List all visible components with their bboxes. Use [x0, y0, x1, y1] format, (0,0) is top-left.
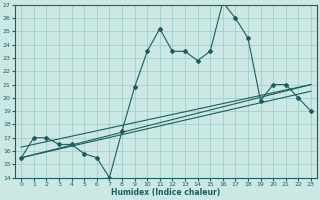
X-axis label: Humidex (Indice chaleur): Humidex (Indice chaleur): [111, 188, 221, 197]
